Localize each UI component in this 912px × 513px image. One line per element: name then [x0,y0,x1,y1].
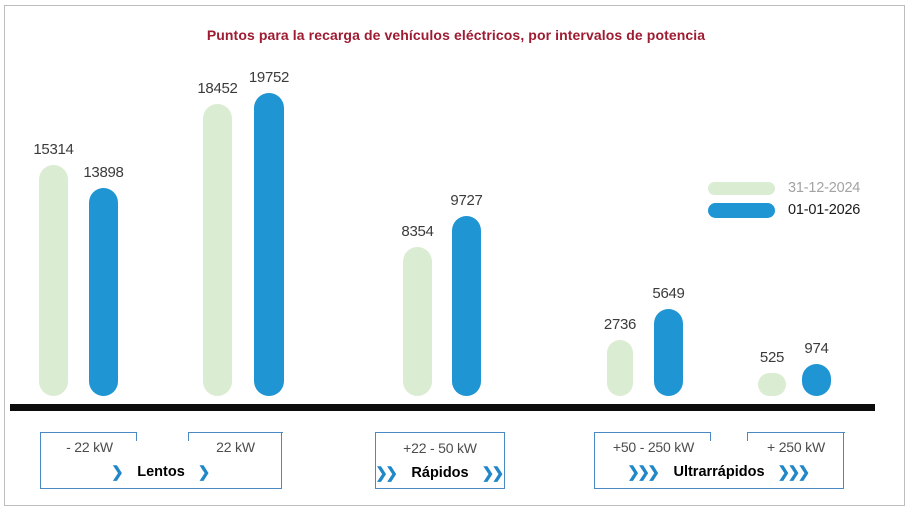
bracket-left [593,432,711,441]
group-name-lentos: Lentos [137,464,185,480]
chart-title: Puntos para la recarga de vehículos eléc… [206,27,706,43]
bar-01-01-2026-+50 - 250 kW [654,309,683,396]
bar-value-label: 18452 [197,80,238,97]
group-box-lentos: - 22 kW 22 kW ❯ Lentos ❯ [39,432,283,489]
legend-item-2024: 31-12-2024 [708,180,860,196]
bar-31-12-2024-- 22 kW [39,165,68,396]
bar-31-12-2024-+22 - 50 kW [403,247,432,396]
triple-chevron-right-icon: ❯❯❯ [777,463,811,481]
bar-value-label: 13898 [83,164,124,181]
bracket-left [39,432,137,441]
range-label-minus22kw: - 22 kW [66,439,113,455]
chevron-right-icon: ❯ [197,463,211,481]
range-label-22kw: 22 kW [216,439,255,455]
group-name-row: ❯❯❯ Ultrarrápidos ❯❯❯ [595,464,843,480]
bar-31-12-2024-22 kW [203,104,232,396]
bar-value-label: 525 [759,349,785,366]
group-name-ultrarrapidos: Ultrarrápidos [673,464,765,480]
bar-value-label: 974 [804,340,829,357]
legend-label-2026: 01-01-2026 [788,202,861,218]
legend-item-2026: 01-01-2026 [708,202,860,218]
bar-31-12-2024-+ 250 kW [758,373,786,396]
range-label-50-250kw: +50 - 250 kW [612,439,695,455]
bar-value-label: 15314 [33,141,74,158]
bar-01-01-2026-- 22 kW [89,188,118,396]
double-chevron-right-icon: ❯❯ [375,464,398,482]
legend-label-2024: 31-12-2024 [788,180,861,196]
double-chevron-right-icon: ❯❯ [481,464,505,482]
bar-01-01-2026-22 kW [254,93,284,396]
group-name-row: ❯❯ Rápidos ❯❯ [375,464,505,482]
group-name-rapidos: Rápidos [411,465,469,481]
x-axis-line [10,404,875,411]
chevron-right-icon: ❯ [111,463,124,481]
bracket-right [187,432,283,441]
bar-value-label: 8354 [401,223,434,240]
bar-value-label: 5649 [652,285,685,302]
triple-chevron-right-icon: ❯❯❯ [627,463,660,481]
bar-01-01-2026-+22 - 50 kW [452,216,481,396]
range-label-22-50kw: +22 - 50 kW [403,440,477,456]
group-box-rapidos: +22 - 50 kW ❯❯ Rápidos ❯❯ [375,432,505,489]
legend-swatch-2024-icon [708,181,775,195]
range-label-plus250kw: + 250 kW [767,439,825,455]
group-box-ultrarrapidos: +50 - 250 kW + 250 kW ❯❯❯ Ultrarrápidos … [593,432,845,489]
chart-frame [4,5,905,506]
bar-value-label: 2736 [603,316,637,333]
bar-01-01-2026-+ 250 kW [802,364,831,396]
legend: 31-12-2024 01-01-2026 [708,180,860,224]
group-name-row: ❯ Lentos ❯ [41,464,281,480]
bar-value-label: 9727 [450,192,483,209]
bar-value-label: 19752 [248,69,290,86]
bracket-right [746,432,845,441]
bar-31-12-2024-+50 - 250 kW [607,340,633,396]
legend-swatch-2026-icon [708,202,775,218]
